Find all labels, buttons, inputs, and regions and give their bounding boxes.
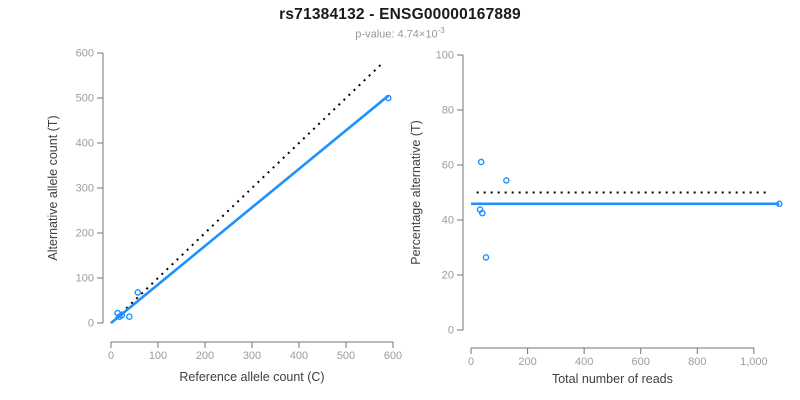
- p-value-text: p-value: 4.74×10: [355, 28, 438, 41]
- left-plot-y-tick-label: 200: [76, 228, 94, 240]
- right-plot-x-tick-label: 400: [575, 356, 593, 368]
- figure-title: rs71384132 - ENSG00000167889: [279, 6, 521, 23]
- left-plot-x-tick-label: 300: [243, 350, 261, 362]
- right-plot-data-point: [479, 209, 486, 217]
- right-plot-x-tick-label: 800: [688, 356, 706, 368]
- left-plot-x-tick-label: 400: [290, 350, 308, 362]
- p-value-exponent: -3: [437, 26, 445, 35]
- left-plot-x-axis-title: Reference allele count (C): [179, 370, 324, 384]
- right-plot-x-tick-label: 600: [632, 356, 650, 368]
- left-plot-y-axis-title: Alternative allele count (T): [46, 115, 60, 260]
- left-plot-x-tick-label: 200: [196, 350, 214, 362]
- right-plot-y-tick-label: 0: [448, 325, 454, 337]
- right-plot-data-point: [482, 254, 490, 261]
- right-plot-data-point: [503, 177, 510, 184]
- left-plot-data-point: [118, 312, 126, 319]
- figure-subtitle: p-value: 4.74×10-3: [0, 26, 800, 41]
- left-plot-y-tick-label: 400: [76, 138, 94, 150]
- right-plot-x-tick-label: 200: [518, 356, 536, 368]
- left-plot-data-point: [384, 94, 392, 102]
- right-plot-x-tick-label: 1,000: [740, 356, 768, 368]
- left-plot-y-tick-label: 500: [76, 93, 94, 105]
- right-plot-x-tick-label: 0: [468, 356, 474, 368]
- right-plot-y-tick-label: 20: [442, 270, 454, 282]
- left-plot-y-tick-label: 600: [76, 48, 94, 60]
- right-plot-y-tick-label: 80: [442, 105, 454, 117]
- right-plot-x-axis-title: Total number of reads: [552, 372, 673, 386]
- left-plot-y-tick-label: 100: [76, 273, 94, 285]
- right-plot-y-tick-label: 100: [436, 50, 454, 62]
- left-plot-x-tick-label: 0: [108, 350, 114, 362]
- left-plot-x-tick-label: 600: [384, 350, 402, 362]
- right-plot-data-point: [776, 200, 783, 208]
- left-plot-x-tick-label: 500: [337, 350, 355, 362]
- left-plot-data-point: [126, 313, 133, 321]
- left-plot-identity-line: [110, 62, 384, 324]
- right-plot-y-tick-label: 60: [442, 160, 454, 172]
- left-plot-regression-line: [110, 94, 390, 325]
- right-plot-y-axis-title: Percentage alternative (T): [409, 120, 423, 265]
- left-plot-y-tick-label: 0: [88, 318, 94, 330]
- left-plot-x-tick-label: 100: [149, 350, 167, 362]
- left-plot-y-tick-label: 300: [76, 183, 94, 195]
- right-plot-y-tick-label: 40: [442, 215, 454, 227]
- left-plot-data-point: [134, 289, 142, 296]
- right-plot-data-point: [477, 158, 485, 166]
